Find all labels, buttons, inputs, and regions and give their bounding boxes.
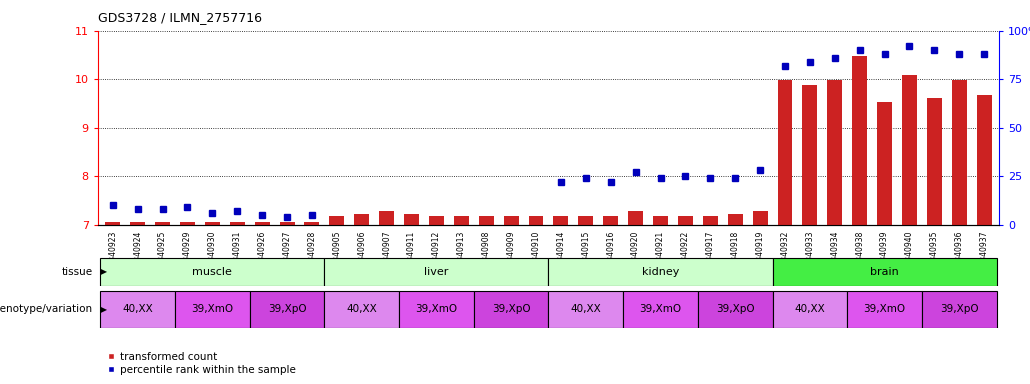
- Bar: [728, 214, 743, 225]
- Bar: [230, 222, 245, 225]
- Bar: [772, 291, 848, 328]
- Bar: [772, 258, 997, 286]
- Text: ▶: ▶: [98, 267, 107, 276]
- Bar: [175, 291, 249, 328]
- Text: 39,XmO: 39,XmO: [415, 304, 457, 314]
- Bar: [878, 103, 892, 225]
- Bar: [379, 211, 394, 225]
- Bar: [952, 80, 967, 225]
- Bar: [623, 291, 698, 328]
- Bar: [205, 222, 219, 225]
- Bar: [404, 214, 419, 225]
- Text: 39,XmO: 39,XmO: [640, 304, 682, 314]
- Bar: [100, 258, 324, 286]
- Text: 39,XpO: 39,XpO: [491, 304, 530, 314]
- Bar: [548, 291, 623, 328]
- Bar: [105, 222, 121, 225]
- Bar: [249, 291, 324, 328]
- Bar: [852, 56, 867, 225]
- Bar: [454, 216, 469, 225]
- Text: 40,XX: 40,XX: [571, 304, 602, 314]
- Bar: [399, 291, 474, 328]
- Bar: [130, 222, 145, 225]
- Bar: [922, 291, 997, 328]
- Bar: [927, 98, 941, 225]
- Text: 39,XpO: 39,XpO: [716, 304, 755, 314]
- Text: brain: brain: [870, 266, 899, 277]
- Text: 39,XmO: 39,XmO: [192, 304, 234, 314]
- Bar: [976, 95, 992, 225]
- Text: kidney: kidney: [642, 266, 679, 277]
- Bar: [753, 211, 767, 225]
- Bar: [553, 216, 569, 225]
- Bar: [324, 258, 548, 286]
- Bar: [474, 291, 548, 328]
- Text: 40,XX: 40,XX: [794, 304, 825, 314]
- Text: genotype/variation: genotype/variation: [0, 304, 93, 314]
- Text: muscle: muscle: [193, 266, 233, 277]
- Bar: [548, 258, 772, 286]
- Bar: [479, 216, 493, 225]
- Bar: [180, 222, 195, 225]
- Bar: [279, 222, 295, 225]
- Bar: [628, 211, 643, 225]
- Bar: [528, 216, 544, 225]
- Text: 40,XX: 40,XX: [123, 304, 153, 314]
- Bar: [848, 291, 922, 328]
- Bar: [702, 216, 718, 225]
- Bar: [428, 216, 444, 225]
- Text: 39,XpO: 39,XpO: [268, 304, 306, 314]
- Bar: [156, 222, 170, 225]
- Bar: [324, 291, 399, 328]
- Bar: [902, 75, 917, 225]
- Text: 39,XmO: 39,XmO: [863, 304, 905, 314]
- Bar: [604, 216, 618, 225]
- Legend: transformed count, percentile rank within the sample: transformed count, percentile rank withi…: [103, 348, 300, 379]
- Bar: [100, 291, 175, 328]
- Bar: [827, 80, 843, 225]
- Text: liver: liver: [424, 266, 449, 277]
- Text: ▶: ▶: [98, 305, 107, 314]
- Bar: [678, 216, 693, 225]
- Bar: [354, 214, 369, 225]
- Bar: [653, 216, 668, 225]
- Bar: [254, 222, 270, 225]
- Bar: [305, 222, 319, 225]
- Bar: [579, 216, 593, 225]
- Bar: [802, 85, 818, 225]
- Bar: [698, 291, 772, 328]
- Bar: [778, 80, 792, 225]
- Text: GDS3728 / ILMN_2757716: GDS3728 / ILMN_2757716: [98, 12, 262, 25]
- Text: 40,XX: 40,XX: [346, 304, 377, 314]
- Bar: [330, 216, 344, 225]
- Text: 39,XpO: 39,XpO: [940, 304, 978, 314]
- Bar: [504, 216, 518, 225]
- Text: tissue: tissue: [62, 266, 93, 277]
